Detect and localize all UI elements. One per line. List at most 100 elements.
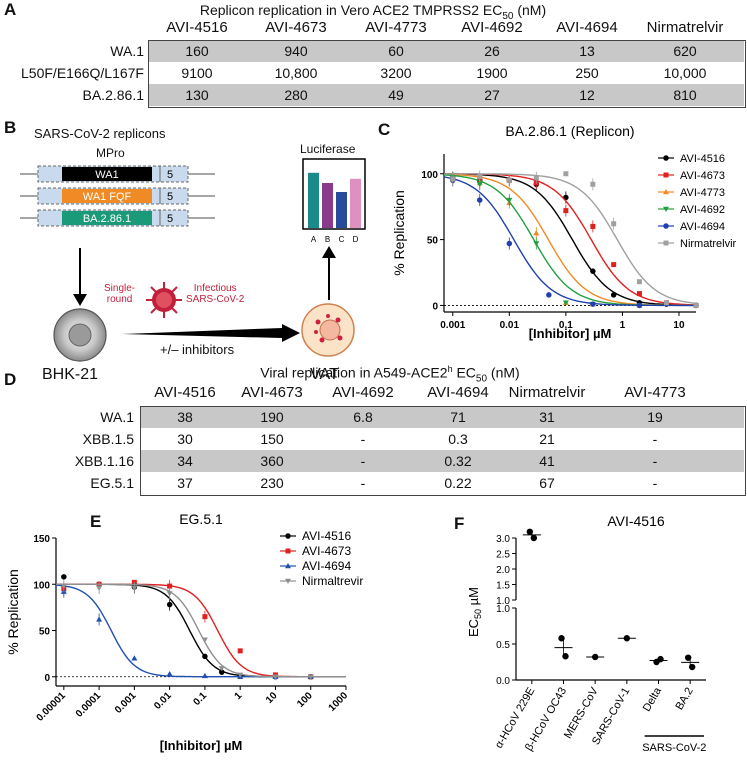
column-header: Nirmatrelvir bbox=[646, 19, 724, 36]
table-cell: 10,800 bbox=[274, 65, 318, 81]
legend-entry: Nirmatrelvir bbox=[680, 238, 737, 250]
table-border bbox=[148, 40, 746, 108]
x-tick-label: 1000 bbox=[327, 690, 351, 714]
data-point bbox=[218, 666, 225, 672]
series-avi-4694 bbox=[443, 174, 699, 309]
legend-entry: AVI-4516 bbox=[302, 529, 351, 543]
y-tick-label: 150 bbox=[33, 534, 50, 545]
row-label: WA.1 bbox=[110, 43, 144, 59]
data-point bbox=[201, 672, 208, 679]
data-point bbox=[533, 175, 539, 181]
table-cell: 12 bbox=[579, 87, 595, 103]
luciferase-bar-label: A bbox=[311, 235, 317, 244]
column-header: AVI-4516 bbox=[154, 384, 216, 401]
row-label: BA.2.86.1 bbox=[82, 87, 145, 103]
data-point bbox=[237, 672, 244, 678]
y-tick-label: 2.0 bbox=[496, 565, 510, 576]
table-cell: 620 bbox=[673, 43, 697, 59]
data-point bbox=[530, 534, 538, 542]
x-tick-label: 0.1 bbox=[559, 320, 573, 331]
data-point bbox=[96, 616, 103, 622]
table-cell: 19 bbox=[647, 409, 663, 425]
replicon-row: WA1 5 bbox=[20, 165, 215, 183]
data-point bbox=[131, 585, 138, 591]
mpro-label: MPro bbox=[96, 146, 125, 160]
y-tick-label: 1.0 bbox=[496, 596, 510, 607]
y-axis-label: EC50 µM bbox=[466, 587, 483, 637]
replicon-diagram: WA1 5 WA1 FQF 5 BA.2.86.1 5 bbox=[20, 165, 215, 227]
y-tick-label: 50 bbox=[39, 627, 51, 638]
data-point bbox=[202, 653, 208, 660]
row-label: XBB.1.5 bbox=[82, 431, 134, 447]
legend-entry: AVI-4694 bbox=[680, 221, 725, 233]
row-label: XBB.1.16 bbox=[74, 453, 134, 469]
fit-curve bbox=[55, 584, 346, 678]
luciferase-label: Luciferase bbox=[300, 142, 356, 156]
data-point bbox=[688, 663, 696, 671]
fit-curve bbox=[443, 176, 696, 307]
data-point bbox=[506, 177, 512, 183]
table-cell: 360 bbox=[260, 453, 284, 469]
data-point bbox=[218, 669, 225, 675]
arrow-right-icon bbox=[122, 324, 300, 342]
legend-entry: AVI-4694 bbox=[302, 559, 351, 573]
y-tick-label: 100 bbox=[421, 170, 438, 181]
data-point bbox=[563, 208, 569, 214]
row-band bbox=[140, 406, 744, 428]
legend-entry: AVI-4692 bbox=[680, 204, 725, 216]
column-header: AVI-4773 bbox=[365, 19, 427, 36]
data-point bbox=[663, 155, 669, 161]
data-point bbox=[131, 655, 138, 661]
bhk-cell-icon bbox=[53, 308, 107, 362]
series-nirmaltrevir bbox=[56, 580, 346, 680]
luciferase-bar bbox=[308, 172, 319, 228]
table-cell: 0.22 bbox=[444, 475, 472, 491]
chart-title: AVI-4516 bbox=[607, 513, 665, 529]
data-point bbox=[201, 637, 208, 643]
chart-e: EG.5.1 0 50 100 150 0.00001 0.0001 0.001 0.01 0.1… bbox=[5, 511, 363, 753]
y-tick-label: 100 bbox=[33, 580, 50, 591]
five-label: 5 bbox=[167, 213, 173, 225]
five-label: 5 bbox=[167, 191, 173, 203]
table-border bbox=[140, 406, 746, 496]
table-cell: 71 bbox=[450, 409, 466, 425]
bhk-label: BHK-21 bbox=[42, 366, 99, 383]
x-tick-label: 100 bbox=[295, 690, 315, 710]
data-point bbox=[285, 563, 291, 569]
group-label: SARS-CoV-2 bbox=[642, 742, 706, 754]
y-axis-label: % Replication bbox=[391, 190, 407, 276]
five-label: 5 bbox=[167, 169, 173, 181]
data-point bbox=[663, 300, 669, 306]
row-band bbox=[140, 450, 744, 472]
luciferase-bar-label: D bbox=[353, 235, 359, 244]
mpro-block bbox=[62, 211, 152, 225]
mpro-block bbox=[62, 189, 152, 203]
row-label: L50F/E166Q/L167F bbox=[21, 65, 144, 81]
table-cell: 1900 bbox=[476, 65, 508, 81]
data-point bbox=[563, 171, 569, 177]
table-cell: 3200 bbox=[380, 65, 412, 81]
data-point bbox=[623, 635, 631, 642]
data-point bbox=[166, 601, 173, 608]
x-tick-label: 0.001 bbox=[440, 320, 465, 331]
category-label: BA.2 bbox=[673, 686, 695, 713]
fit-curve bbox=[444, 173, 696, 306]
data-point bbox=[202, 614, 208, 620]
table-cell: 34 bbox=[177, 453, 193, 469]
vat-label: VAT bbox=[310, 366, 339, 383]
column-header: AVI-4673 bbox=[265, 19, 327, 36]
panel-d-title: Viral replication in A549-ACE2h EC50 (nM… bbox=[260, 364, 520, 385]
column-header: AVI-4692 bbox=[461, 19, 523, 36]
data-point bbox=[477, 173, 483, 179]
data-point bbox=[285, 578, 291, 584]
table-cell: 6.8 bbox=[353, 409, 373, 425]
data-point bbox=[684, 654, 692, 661]
table-cell: - bbox=[652, 431, 658, 447]
x-axis-label: [Inhibitor] µM bbox=[160, 738, 243, 753]
fit-curve bbox=[444, 173, 697, 305]
data-point bbox=[562, 300, 569, 306]
replicon-row: WA1 FQF 5 bbox=[20, 187, 215, 205]
data-point bbox=[61, 574, 67, 580]
table-cell: - bbox=[360, 475, 366, 491]
